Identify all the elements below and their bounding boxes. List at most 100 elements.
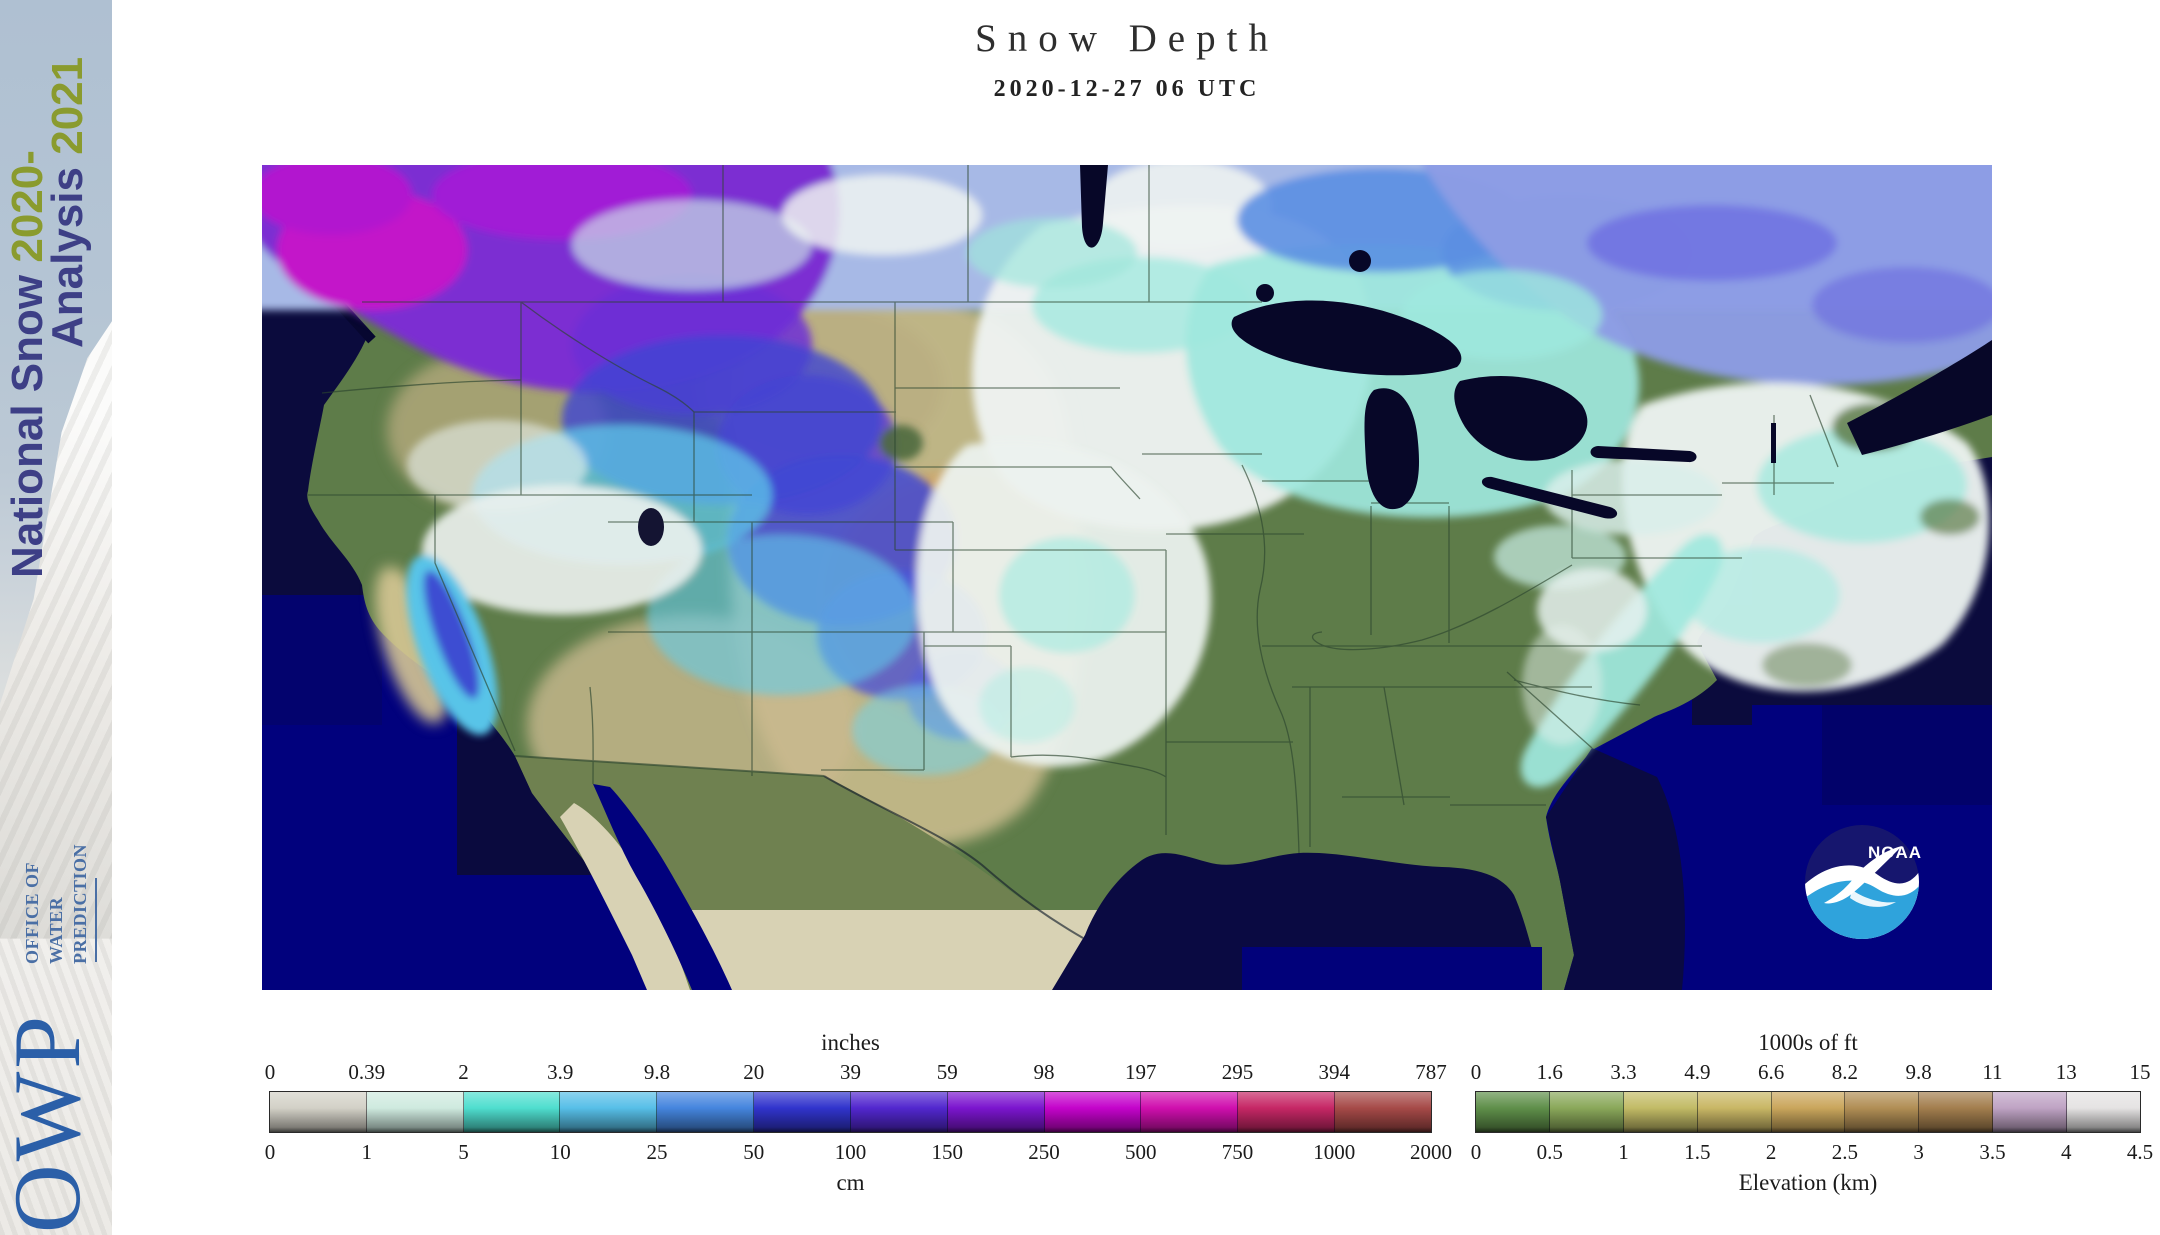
legend-color-segment: [1919, 1092, 1994, 1132]
season-line2-label: Analysis: [43, 154, 92, 348]
ocean-nodata-w: [262, 595, 382, 725]
snow-map-graphic: NOAA: [262, 165, 1992, 990]
legend-color-segment: [657, 1092, 755, 1132]
legend-color-segment: [1044, 1092, 1142, 1132]
org-divider-line: [95, 878, 97, 962]
legend-tick-label: 2: [458, 1060, 469, 1084]
snow-legend-top-ticks: 0 0.39 2 3.9 9.8 20 39 59 98 197 295 394 787: [265, 1060, 1447, 1088]
legend-tick-label: 197: [1125, 1060, 1157, 1084]
legend-color-segment: [1476, 1092, 1550, 1132]
sidebar: National Snow 2020- Analysis 2021 OFFICE…: [0, 0, 112, 1235]
legend-tick-label: 1: [361, 1140, 373, 1164]
legend-tick-label: 20: [743, 1060, 765, 1084]
snow-legend-unit-top: inches: [821, 1030, 880, 1055]
elevation-legend-caption: Elevation (km): [1738, 1170, 1878, 1195]
snow-legend-bottom-ticks: 0 1 5 10 25 50 100 150 250 500 750 1000 2000: [265, 1140, 1452, 1168]
elevation-legend-colorbar: [1475, 1091, 2141, 1133]
legend-tick-label: 8.2: [1831, 1060, 1858, 1084]
legend-tick-label: 11: [1982, 1060, 2003, 1084]
legend-tick-label: 9.8: [1905, 1060, 1932, 1084]
gulf-of-california: [593, 784, 732, 990]
noaa-logo-bird: [1824, 846, 1902, 904]
legend-tick-label: 394: [1318, 1060, 1351, 1084]
legend-tick-label: 6.6: [1757, 1060, 1785, 1084]
legend-tick-label: 1: [1618, 1140, 1629, 1164]
legend-color-segment: [1549, 1092, 1624, 1132]
elevation-legend-bottom-ticks: 0 0.5 1 1.5 2 2.5 3 3.5 4 4.5: [1471, 1140, 2153, 1168]
legend-tick-label: 3.5: [1979, 1140, 2006, 1164]
legend-tick-label: 59: [936, 1060, 958, 1084]
sidebar-org-title: OFFICE OF WATER PREDICTION: [20, 844, 92, 964]
gulf-bright-step: [1242, 947, 1542, 990]
legend-tick-label: 295: [1221, 1060, 1254, 1084]
owp-logo-text: OWP: [0, 1012, 100, 1233]
legend-tick-label: 1.5: [1684, 1140, 1711, 1164]
elevation-legend-unit-top: 1000s of ft: [1758, 1030, 1858, 1055]
atlantic-se-shelf: [1546, 748, 1685, 990]
legend-tick-label: 3.9: [547, 1060, 574, 1084]
legend-tick-label: 2000: [1410, 1140, 1452, 1164]
noaa-logo: NOAA: [1805, 825, 1922, 939]
snow-legend-unit-bottom: cm: [836, 1170, 865, 1195]
legend-tick-label: 50: [743, 1140, 765, 1164]
snow-depth-map: NOAA: [262, 165, 1992, 990]
legend-tick-label: 4: [2060, 1140, 2072, 1164]
org-line1: OFFICE OF: [22, 862, 42, 964]
org-line2: WATER: [46, 896, 66, 964]
header: Snow Depth 2020-12-27 06 UTC: [262, 16, 1992, 103]
legend-tick-label: 0: [1470, 1140, 1482, 1164]
great-lakes: [638, 165, 1992, 546]
sidebar-season-title: National Snow 2020- Analysis 2021: [3, 12, 92, 578]
legend-color-segment: [366, 1092, 464, 1132]
season-line2-year: 2021: [43, 56, 92, 155]
legend-color-segment: [270, 1092, 367, 1132]
legend-tick-label: 500: [1125, 1140, 1157, 1164]
legend-tick-label: 2.5: [1831, 1140, 1858, 1164]
legend-color-segment: [754, 1092, 851, 1132]
legend-tick-label: 0: [264, 1140, 276, 1164]
legend-color-segment: [463, 1092, 561, 1132]
state-borders: [308, 165, 1839, 939]
legend-tick-label: 98: [1033, 1060, 1055, 1084]
snow-cover: [262, 165, 1992, 788]
legend-color-segment: [1335, 1092, 1431, 1132]
legend-tick-label: 4.9: [1684, 1060, 1711, 1084]
legend-tick-label: 0: [264, 1060, 276, 1084]
legend-tick-label: 39: [840, 1060, 861, 1084]
legend-color-segment: [1238, 1092, 1336, 1132]
legend-tick-label: 15: [2129, 1060, 2151, 1084]
snow-depth-legend: inches 0 0.39 2 3.9 9.8 20 39 59 98 197 295 394 787 …: [265, 1030, 1452, 1196]
elevation-legend-top-ticks: 0 1.6 3.3 4.9 6.6 8.2 9.8 11 13 15: [1471, 1060, 2151, 1088]
legend-tick-label: 1000: [1313, 1140, 1356, 1164]
legend-tick-label: 150: [931, 1140, 964, 1164]
noaa-logo-label: NOAA: [1868, 843, 1922, 862]
legend-tick-label: 5: [458, 1140, 469, 1164]
legend-tick-label: 10: [549, 1140, 571, 1164]
legend-tick-label: 3: [1913, 1140, 1924, 1164]
legend-tick-label: 750: [1221, 1140, 1254, 1164]
legend-color-segment: [1993, 1092, 2068, 1132]
legend-tick-label: 3.3: [1610, 1060, 1637, 1084]
legend-tick-label: 100: [834, 1140, 867, 1164]
legend-tick-label: 9.8: [643, 1060, 671, 1084]
page-title: Snow Depth: [975, 17, 1279, 60]
legend-tick-label: 250: [1028, 1140, 1060, 1164]
legend-color-segment: [850, 1092, 948, 1132]
legend-color-segment: [1697, 1092, 1772, 1132]
legend-color-segment: [560, 1092, 658, 1132]
legend-color-segment: [1771, 1092, 1846, 1132]
legend-tick-label: 0.5: [1536, 1140, 1563, 1164]
ocean-nodata-se-step: [1822, 705, 1992, 805]
legend-color-segment: [2067, 1092, 2141, 1132]
page-datetime: 2020-12-27 06 UTC: [993, 76, 1261, 102]
legend-color-segment: [1845, 1092, 1920, 1132]
legend-color-segment: [1623, 1092, 1698, 1132]
legend-tick-label: 0: [1470, 1060, 1482, 1084]
season-line2: Analysis 2021: [43, 12, 92, 578]
legend-tick-label: 0.39: [348, 1060, 386, 1084]
legend-tick-label: 2: [1765, 1140, 1777, 1164]
legend-tick-label: 25: [646, 1140, 668, 1164]
snow-legend-colorbar: [269, 1091, 1432, 1133]
